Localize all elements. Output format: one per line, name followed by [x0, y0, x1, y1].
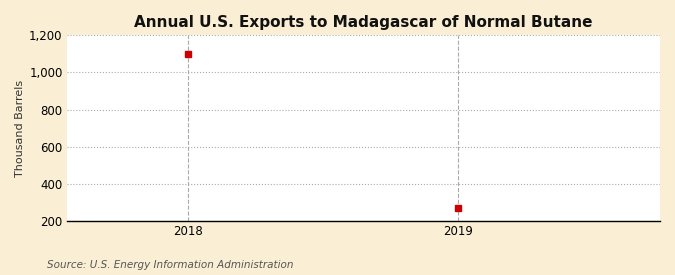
- Y-axis label: Thousand Barrels: Thousand Barrels: [15, 79, 25, 177]
- Text: Source: U.S. Energy Information Administration: Source: U.S. Energy Information Administ…: [47, 260, 294, 270]
- Title: Annual U.S. Exports to Madagascar of Normal Butane: Annual U.S. Exports to Madagascar of Nor…: [134, 15, 593, 30]
